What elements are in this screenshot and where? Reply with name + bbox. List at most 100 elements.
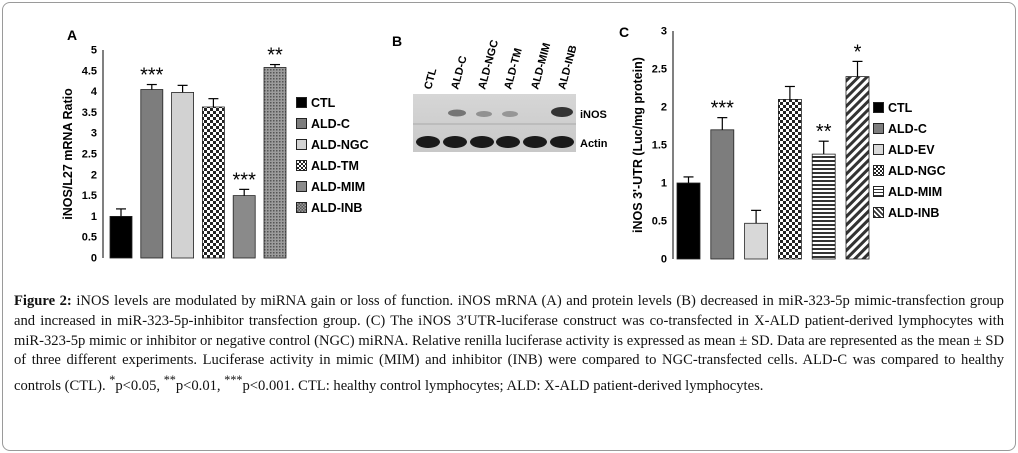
y-tick-label: 1: [661, 178, 667, 190]
bar: [263, 67, 287, 259]
legend-item: CTL: [873, 97, 946, 118]
y-tick-label: 0.5: [652, 216, 667, 228]
legend-swatch: [873, 144, 884, 155]
y-tick-label: 0: [661, 254, 667, 266]
bar: [744, 222, 768, 260]
panel-letter-c: C: [619, 24, 630, 40]
western-blot: [413, 94, 576, 152]
legend-swatch: [873, 165, 884, 176]
chart-a: 0 0.5 1 1.5 2 2.5 3 3.5 4 4.5 5 iNOS/L27 mRNA Ratio…: [61, 45, 287, 265]
blot-membrane: [413, 94, 576, 152]
legend-item: ALD-MIM: [873, 181, 946, 202]
legend-swatch: [296, 139, 307, 150]
blot-lane-label: ALD-C: [449, 55, 469, 91]
y-tick-label: 1: [91, 211, 97, 223]
legend-swatch: [296, 97, 307, 108]
bar: [811, 153, 836, 260]
caption-sup: *: [109, 373, 116, 388]
actin-band: [523, 136, 547, 148]
legend-item: ALD-C: [296, 113, 369, 134]
bar: [232, 195, 256, 259]
caption-figure-label: Figure 2:: [14, 293, 72, 309]
legend-label: ALD-TM: [311, 158, 359, 173]
inos-band: [448, 109, 466, 117]
y-tick-label: 1.5: [82, 190, 97, 202]
significance-marker: **: [816, 121, 832, 143]
y-tick-label: 0: [91, 253, 97, 265]
legend-swatch: [873, 207, 884, 218]
significance-marker: ***: [711, 98, 735, 120]
actin-band: [550, 136, 574, 148]
panel-letter-b: B: [392, 33, 403, 49]
legend-label: ALD-C: [311, 116, 350, 131]
blot-lane-label: ALD-INB: [556, 44, 579, 91]
caption-text: p<0.05,: [115, 378, 164, 395]
legend-item: ALD-INB: [296, 197, 369, 218]
figure-graphics: 0 0.5 1 1.5 2 2.5 3 3.5 4 4.5 5 iNOS/L27 mRNA Ratio…: [61, 26, 870, 266]
chart-c: 0 0.5 1 1.5 2 2.5 3 iNOS 3'-UTR (Luc/mg protein…: [631, 26, 870, 266]
y-tick-label: 2.5: [652, 64, 667, 76]
legend-item: ALD-C: [873, 118, 946, 139]
bar: [109, 215, 133, 259]
y-tick-label: 1.5: [652, 140, 667, 152]
y-tick-label: 3: [661, 26, 667, 38]
blot-band-label: iNOS: [580, 109, 607, 121]
y-tick-label: 4: [91, 86, 98, 98]
legend-item: ALD-EV: [873, 139, 946, 160]
legend-item: ALD-MIM: [296, 176, 369, 197]
legend-label: ALD-EV: [888, 142, 935, 157]
y-tick-label: 4.5: [82, 65, 97, 77]
legend-item: ALD-TM: [296, 155, 369, 176]
bar: [140, 89, 164, 259]
bar: [778, 99, 802, 260]
caption-sup: ***: [224, 373, 243, 388]
legend-label: CTL: [888, 100, 913, 115]
legend-label: ALD-INB: [311, 200, 363, 215]
legend-swatch: [873, 186, 884, 197]
figure-caption: Figure 2: iNOS levels are modulated by m…: [14, 292, 1004, 397]
y-tick-label: 5: [91, 45, 97, 57]
y-tick-label: 3.5: [82, 107, 97, 119]
y-tick-label: 2: [91, 169, 97, 181]
legend-a: CTL ALD-C ALD-NGC ALD-TM ALD-MIM ALD-INB: [296, 92, 369, 218]
legend-label: ALD-NGC: [311, 137, 369, 152]
blot-band-label: Actin: [580, 138, 608, 150]
caption-text: p<0.01,: [175, 378, 225, 395]
legend-item: ALD-INB: [873, 202, 946, 223]
y-axis-label: iNOS 3'-UTR (Luc/mg protein): [631, 57, 645, 233]
legend-label: ALD-INB: [888, 205, 940, 220]
legend-swatch: [873, 123, 884, 134]
blot-lane-label: CTL: [422, 67, 439, 91]
y-tick-label: 2: [661, 102, 667, 114]
inos-band: [476, 111, 492, 117]
significance-marker: *: [854, 41, 862, 63]
legend-swatch: [296, 202, 307, 213]
blot-lane-label: ALD-TM: [502, 47, 525, 91]
legend-item: CTL: [296, 92, 369, 113]
legend-swatch: [296, 160, 307, 171]
actin-band: [443, 136, 467, 148]
legend-swatch: [873, 102, 884, 113]
bar: [710, 129, 735, 260]
blot-lane-label: ALD-NGC: [476, 39, 501, 91]
bar: [676, 182, 701, 260]
legend-label: ALD-NGC: [888, 163, 946, 178]
inos-band: [551, 107, 573, 117]
bar: [845, 76, 870, 260]
caption-text: p<0.001. CTL: healthy control lymphocyte…: [242, 378, 764, 395]
legend-c: CTL ALD-C ALD-EV ALD-NGC ALD-MIM ALD-INB: [873, 97, 946, 223]
caption-text: iNOS levels are modulated by miRNA gain …: [14, 293, 1004, 395]
blot-lane-label: ALD-MIM: [529, 42, 553, 91]
actin-band: [470, 136, 494, 148]
legend-label: ALD-C: [888, 121, 927, 136]
actin-band: [416, 136, 440, 148]
y-axis-label: iNOS/L27 mRNA Ratio: [61, 88, 75, 220]
actin-band: [496, 136, 520, 148]
y-tick-label: 2.5: [82, 149, 97, 161]
bar: [171, 92, 195, 259]
legend-item: ALD-NGC: [873, 160, 946, 181]
y-tick-label: 3: [91, 128, 97, 140]
significance-marker: ***: [140, 65, 164, 87]
legend-item: ALD-NGC: [296, 134, 369, 155]
legend-label: ALD-MIM: [311, 179, 366, 194]
